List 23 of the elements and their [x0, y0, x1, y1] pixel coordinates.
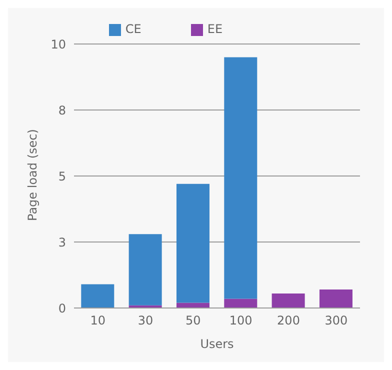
y-axis-title: Page load (sec) — [25, 129, 40, 221]
bar — [319, 290, 352, 308]
bar — [272, 293, 305, 308]
x-tick-label: 200 — [277, 314, 300, 328]
y-tick-label: 3 — [58, 235, 66, 250]
x-axis-title: Users — [200, 337, 234, 351]
bar — [176, 302, 210, 308]
x-tick-label: 100 — [229, 314, 252, 328]
y-tick-label: 5 — [58, 169, 66, 184]
legend-label: CE — [125, 22, 142, 36]
bar — [224, 57, 258, 299]
x-tick-label: 30 — [138, 314, 154, 328]
x-tick-label: 10 — [90, 314, 106, 328]
bar — [176, 184, 210, 303]
legend-label: EE — [207, 22, 223, 36]
y-tick-label: 8 — [58, 103, 66, 118]
x-tick-label: 300 — [324, 314, 348, 328]
bar — [224, 298, 258, 308]
x-tick-label: 50 — [186, 314, 201, 328]
y-tick-label: 10 — [50, 37, 66, 52]
bar — [81, 284, 114, 308]
bar — [128, 234, 162, 306]
y-tick-label: 0 — [58, 301, 66, 316]
